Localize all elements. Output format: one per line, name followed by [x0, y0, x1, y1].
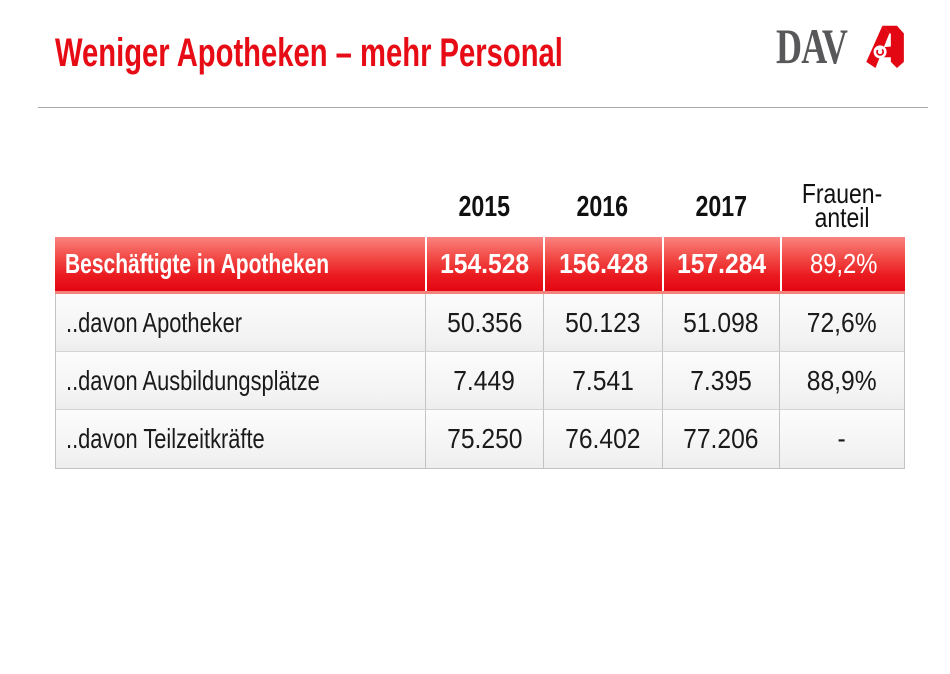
cell-value: 89,2% — [809, 248, 878, 279]
apotheke-a-icon — [866, 25, 904, 68]
row-label: ..davon Ausbildungsplätze — [66, 364, 320, 396]
row-label: Beschäftigte in Apotheken — [65, 248, 330, 279]
header-2015-label: 2015 — [458, 191, 510, 223]
cell-value: 7.395 — [690, 364, 752, 396]
header-2015: 2015 — [425, 170, 543, 237]
title-divider — [38, 107, 928, 108]
row-label: ..davon Apotheker — [66, 306, 243, 338]
header-2017-label: 2017 — [695, 191, 747, 223]
cell-value: 50.356 — [446, 306, 523, 338]
cell-value: 51.098 — [683, 306, 759, 338]
header-frauenanteil-label: Frauen-anteil — [802, 178, 883, 233]
cell-value: 77.206 — [683, 423, 759, 454]
table-header-row: 2015 2016 2017 Frauen-anteil — [55, 170, 905, 237]
header-empty-cell — [55, 170, 425, 237]
table-row-teilzeitkraefte: ..davon Teilzeitkräfte 75.250 76.402 77.… — [56, 410, 904, 468]
cell-value: 7.449 — [453, 364, 516, 396]
table-body: ..davon Apotheker 50.356 50.123 51.098 7… — [55, 294, 905, 469]
cell-value: 157.284 — [677, 248, 767, 279]
page-title: Weniger Apotheken – mehr Personal — [55, 33, 751, 73]
header-2016-label: 2016 — [576, 191, 629, 223]
cell-value: 154.528 — [440, 248, 530, 279]
table-row-ausbildungsplaetze: ..davon Ausbildungsplätze 7.449 7.541 7.… — [56, 352, 904, 410]
page-title-text: Weniger Apotheken – mehr Personal — [55, 31, 563, 75]
cell-value: 75.250 — [446, 423, 523, 454]
cell-value: 72,6% — [807, 306, 878, 338]
cell-value: - — [838, 423, 847, 454]
cell-value: 50.123 — [565, 306, 641, 338]
cell-value: 156.428 — [558, 248, 649, 279]
header-2017: 2017 — [662, 170, 780, 237]
header-frauenanteil: Frauen-anteil — [780, 170, 905, 237]
table-row-apotheker: ..davon Apotheker 50.356 50.123 51.098 7… — [56, 294, 904, 352]
cell-value: 76.402 — [565, 423, 641, 454]
header-2016: 2016 — [543, 170, 662, 237]
cell-value: 88,9% — [807, 364, 878, 396]
row-label: ..davon Teilzeitkräfte — [66, 423, 265, 454]
dav-logo: DAV — [776, 18, 916, 74]
dav-logo-text: DAV — [776, 18, 848, 74]
cell-value: 7.541 — [571, 364, 634, 396]
table-row-total: Beschäftigte in Apotheken 154.528 156.42… — [55, 237, 905, 294]
employment-table: 2015 2016 2017 Frauen-anteil Beschäftigt… — [55, 170, 905, 469]
